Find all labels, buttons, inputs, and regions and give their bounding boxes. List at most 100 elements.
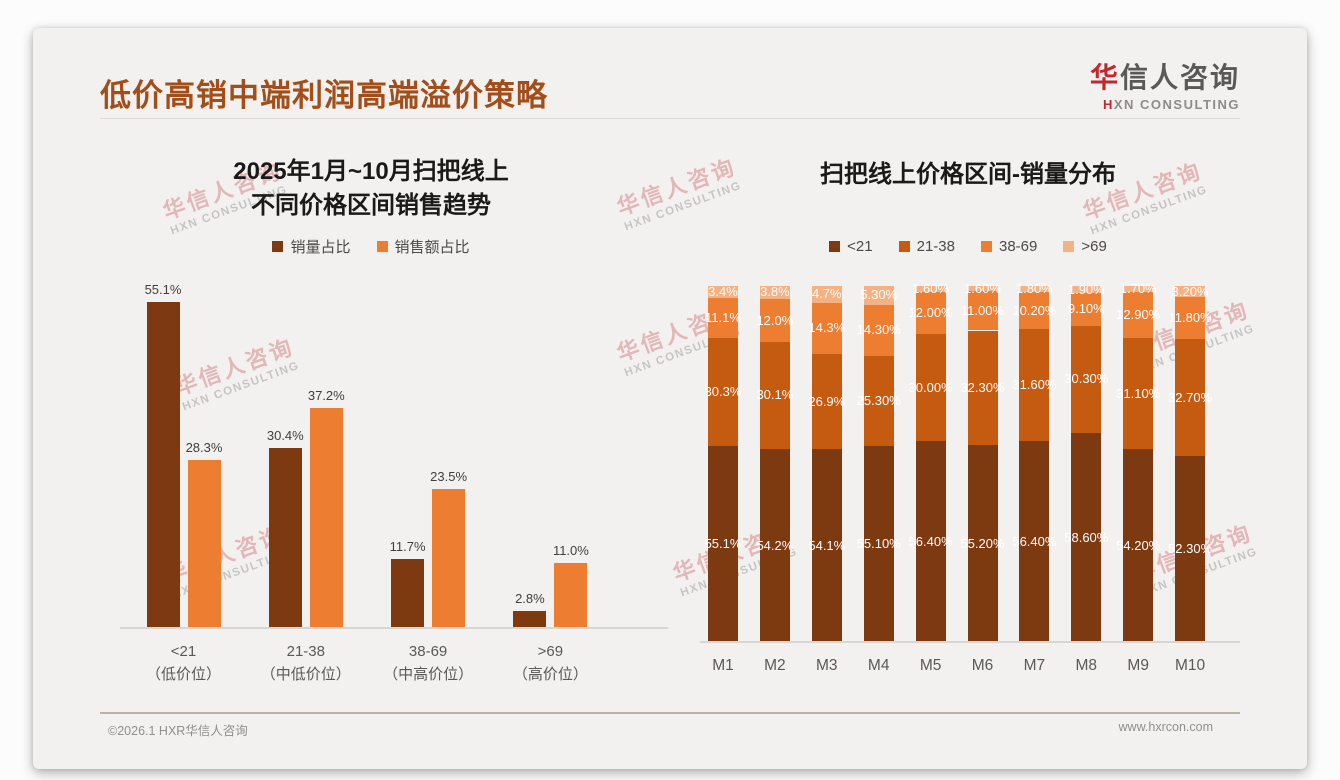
x-axis-label: M8 [1075, 657, 1098, 674]
page-title: 低价高销中端利润高端溢价策略 [100, 78, 548, 113]
bar-segment [863, 286, 894, 305]
segment-value-label: 4.7% [811, 286, 842, 302]
bar-segment [1071, 286, 1102, 294]
bar-value-label: 2.8% [515, 591, 545, 606]
bar-segment [967, 285, 998, 292]
legend-swatch [898, 241, 910, 252]
segment-value-label: 56.40% [1012, 533, 1057, 549]
left-chart-title: 2025年1月~10月扫把线上 不同价格区间销售趋势 [97, 155, 645, 223]
legend-item: 销售额占比 [376, 236, 470, 257]
bar-segment [915, 291, 946, 335]
bar-segment [1071, 325, 1102, 434]
legend-label: 销售额占比 [394, 239, 470, 256]
legend-label: 21-38 [916, 238, 955, 255]
x-axis-label: >69 （高价位） [480, 640, 620, 686]
segment-value-label: 26.9% [808, 393, 846, 409]
x-axis-tier: （中高价位） [383, 666, 474, 683]
segment-value-label: 12.0% [756, 312, 794, 328]
segment-value-label: 14.3% [808, 320, 846, 336]
segment-value-label: 55.1% [704, 535, 742, 551]
segment-value-label: 31.60% [1012, 376, 1057, 392]
legend-label: 销量占比 [290, 239, 351, 256]
right-chart-legend: <21 21-38 38-69 >69 [713, 238, 1223, 255]
left-chart-title-line2: 不同价格区间销售趋势 [251, 192, 491, 219]
x-axis-tier: （中低价位） [260, 666, 351, 683]
segment-value-label: 58.60% [1064, 529, 1109, 545]
segment-value-label: 12.00% [908, 305, 953, 321]
footer-copyright: ©2026.1 HXR华信人咨询 [108, 724, 248, 738]
legend-swatch [272, 241, 284, 252]
legend-swatch [829, 241, 841, 252]
segment-value-label: 9.10% [1067, 301, 1105, 317]
bar-value-label: 11.0% [552, 543, 589, 558]
legend-label: <21 [847, 238, 873, 255]
left-chart-plot: 55.1% 28.3% 30.4% 37.2% 11.7% 23.5% 2.8% 11.0% [120, 270, 668, 628]
segment-value-label: 10.20% [1012, 302, 1057, 318]
bar-value-label: 11.7% [389, 539, 426, 554]
bar-segment [1123, 292, 1154, 339]
bar-segment [811, 353, 842, 450]
bar-segment [708, 286, 738, 299]
bar [513, 611, 547, 628]
x-axis-label: M9 [1127, 657, 1149, 674]
x-axis-label: 38-69 （中高价位） [358, 640, 498, 686]
legend-swatch [981, 241, 992, 252]
logo-chinese-text: 华信人咨询 [1090, 56, 1240, 96]
bar [268, 448, 302, 628]
x-axis-range: >69 [537, 643, 564, 660]
segment-value-label: 3.4% [708, 284, 738, 300]
bar-segment [759, 299, 790, 342]
segment-value-label: 1.60% [964, 280, 1001, 296]
bar-segment [1175, 339, 1206, 456]
bar-segment [1071, 293, 1102, 326]
bar-segment [863, 304, 894, 356]
segment-value-label: 54.2% [756, 537, 794, 553]
segment-value-label: 30.30% [1064, 371, 1109, 387]
legend-item: 销量占比 [272, 236, 351, 257]
x-axis-label: M10 [1175, 657, 1206, 674]
left-chart-legend: 销量占比 销售额占比 [97, 236, 645, 257]
bar-segment [759, 285, 790, 300]
x-axis-label: M2 [764, 657, 786, 674]
bar [432, 489, 466, 628]
logo-english-text: HXN CONSULTING [1090, 97, 1240, 112]
right-chart-xlabels: M1 M2 M3 M4 M5 M6 M7 M8 M9 M10 [704, 654, 1214, 676]
right-chart-plot: 55.1% 30.3% 11.1% 3.4% 54.2% 30.1% 12.0% 3.8% 54… [704, 281, 1214, 642]
x-axis-tier: （低价位） [145, 666, 221, 683]
bar [187, 460, 221, 628]
bar-segment [1123, 338, 1154, 450]
company-logo: 华信人咨询 HXN CONSULTING [1090, 56, 1240, 112]
x-axis-label: M7 [1023, 657, 1046, 674]
left-chart-axis [120, 627, 668, 629]
bar-segment [1175, 297, 1206, 340]
bar [391, 559, 425, 628]
segment-value-label: 55.20% [960, 535, 1005, 551]
legend-item: 38-69 [981, 238, 1037, 255]
bar-segment [811, 302, 842, 354]
segment-value-label: 55.10% [856, 535, 901, 551]
legend-label: 38-69 [999, 238, 1038, 255]
bar [146, 302, 180, 628]
x-axis-range: 38-69 [408, 643, 448, 660]
legend-item: <21 [829, 238, 873, 255]
bar-segment [811, 286, 842, 303]
bar-segment [1019, 286, 1050, 293]
segment-value-label: 54.1% [808, 537, 846, 553]
slide-card: 华信人咨询 HXN CONSULTING 华信人咨询 HXN CONSULTING 华信… [33, 28, 1307, 769]
segment-value-label: 11.00% [960, 302, 1005, 318]
segment-value-label: 31.10% [1116, 385, 1161, 401]
logo-en-label: XN CONSULTING [1113, 97, 1240, 112]
segment-value-label: 30.00% [908, 379, 953, 395]
segment-value-label: 1.60% [912, 280, 950, 296]
legend-label: >69 [1081, 238, 1107, 255]
footer-website: www.hxrcon.com [1118, 720, 1213, 734]
segment-value-label: 1.90% [1067, 281, 1105, 297]
x-axis-label: M5 [919, 657, 942, 674]
bar [554, 563, 588, 628]
bar-segment [1071, 433, 1102, 642]
bar-value-label: 28.3% [185, 440, 223, 455]
segment-value-label: 32.30% [960, 379, 1005, 395]
bar-segment [915, 286, 946, 292]
bar-segment [863, 445, 894, 642]
